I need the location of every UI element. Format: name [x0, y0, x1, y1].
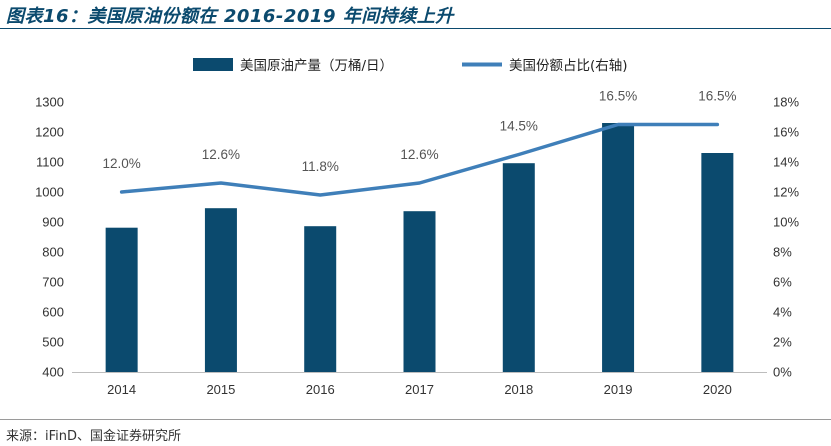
left-axis-tick-label: 800 — [42, 245, 64, 260]
right-axis-tick-label: 16% — [773, 125, 799, 140]
left-axis-tick-label: 1100 — [36, 155, 64, 170]
bar-2018 — [502, 163, 535, 372]
title-divider — [0, 28, 831, 29]
right-axis-tick-label: 6% — [773, 275, 792, 290]
left-axis-tick-label: 700 — [42, 275, 64, 290]
right-axis-tick-label: 14% — [773, 155, 799, 170]
legend-bar-label: 美国原油产量（万桶/日） — [240, 58, 393, 74]
left-axis-tick-label: 900 — [42, 215, 64, 230]
x-axis-tick-label: 2019 — [604, 382, 633, 397]
line-data-label: 14.5% — [500, 119, 538, 134]
legend-line-label: 美国份额占比(右轴) — [509, 58, 628, 74]
left-axis-tick-label: 1300 — [35, 95, 64, 110]
right-axis-tick-label: 10% — [773, 215, 799, 230]
bar-2016 — [304, 226, 337, 372]
chart-title: 图表16：美国原油份额在 2016-2019 年间持续上升 — [6, 6, 454, 27]
bar-2014 — [105, 227, 138, 372]
right-axis-tick-label: 0% — [773, 365, 792, 380]
bar-2017 — [403, 211, 436, 372]
source-note: 来源：iFinD、国金证券研究所 — [6, 429, 182, 444]
right-axis-tick-label: 12% — [773, 185, 799, 200]
right-axis-tick-label: 18% — [773, 95, 799, 110]
line-data-label: 12.0% — [103, 156, 141, 171]
left-axis-tick-label: 1000 — [35, 185, 64, 200]
x-axis-tick-label: 2017 — [405, 382, 434, 397]
line-data-label: 12.6% — [202, 147, 240, 162]
line-data-label: 12.6% — [400, 147, 438, 162]
line-data-label: 16.5% — [698, 89, 736, 104]
combo-chart: 美国原油产量（万桶/日） 美国份额占比(右轴) 400 500 600 700 800 900… — [35, 58, 799, 397]
x-axis-tick-label: 2020 — [703, 382, 732, 397]
left-axis-tick-label: 600 — [42, 305, 64, 320]
share-line — [119, 122, 720, 197]
right-axis-tick-label: 2% — [773, 335, 792, 350]
bar-2015 — [204, 208, 237, 372]
left-axis-tick-label: 500 — [42, 335, 64, 350]
legend-bar-swatch — [193, 58, 233, 71]
footer-divider — [0, 419, 831, 420]
line-data-label: 16.5% — [599, 89, 637, 104]
x-axis-tick-label: 2018 — [504, 382, 533, 397]
left-axis-tick-label: 1200 — [35, 125, 64, 140]
x-axis-tick-label: 2014 — [107, 382, 136, 397]
x-axis-tick-label: 2016 — [306, 382, 335, 397]
right-axis-tick-label: 8% — [773, 245, 792, 260]
left-axis-tick-label: 400 — [42, 365, 64, 380]
x-axis-tick-label: 2015 — [206, 382, 235, 397]
bar-2019 — [602, 123, 635, 372]
right-axis-tick-label: 4% — [773, 305, 792, 320]
bar-2020 — [701, 153, 734, 372]
line-data-label: 11.8% — [302, 159, 339, 174]
